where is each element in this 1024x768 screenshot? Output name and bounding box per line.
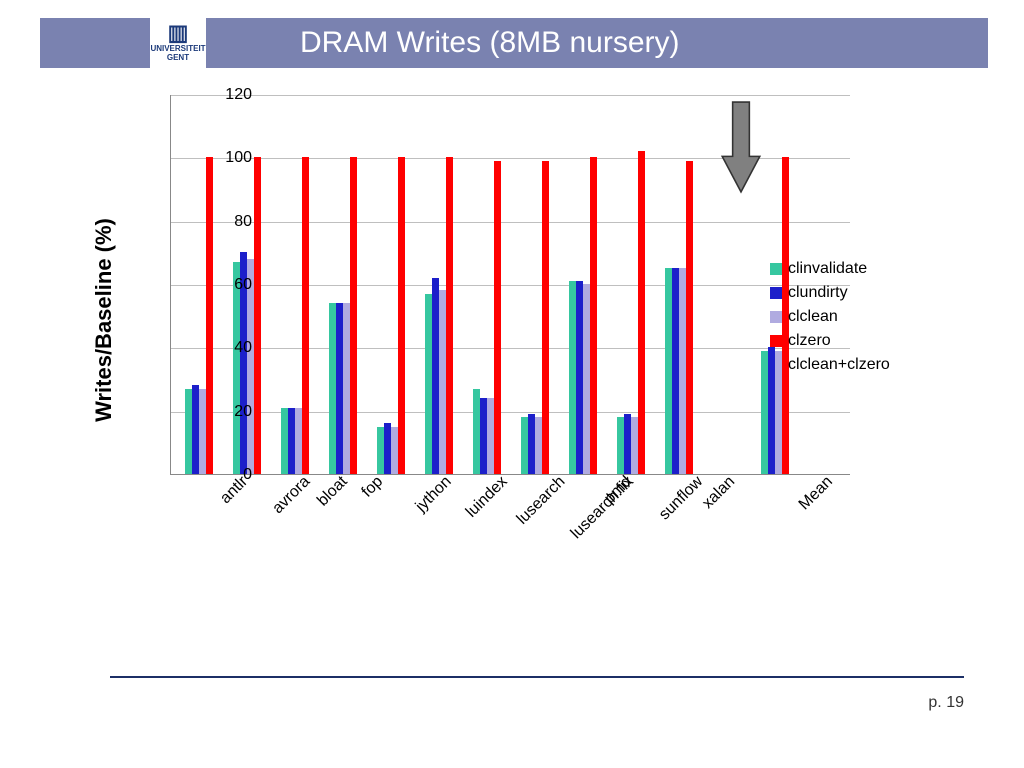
bar-group (329, 157, 357, 474)
bar (432, 278, 439, 474)
bar (569, 281, 576, 474)
bar-group (569, 157, 597, 474)
bar-group (473, 161, 501, 475)
legend-swatch (770, 311, 782, 323)
legend-label: clinvalidate (788, 260, 867, 278)
bar-group (185, 157, 213, 474)
bar (343, 303, 350, 474)
y-tick-label: 20 (202, 403, 252, 421)
bar (446, 157, 453, 474)
slide-title: DRAM Writes (8MB nursery) (300, 26, 679, 60)
bar-group (617, 151, 645, 474)
bar (638, 151, 645, 474)
logo-text-1: UNIVERSITEIT (150, 44, 205, 53)
y-axis-title: Writes/Baseline (%) (91, 218, 117, 422)
x-tick-label: luindex (463, 473, 512, 522)
bar (576, 281, 583, 474)
bar (761, 351, 768, 475)
bar (624, 414, 631, 474)
legend-label: clclean (788, 308, 838, 326)
bar (631, 417, 638, 474)
page-number: p. 19 (928, 694, 964, 712)
bar (281, 408, 288, 475)
legend-label: clclean+clzero (788, 356, 890, 374)
bar (185, 389, 192, 475)
bar (302, 157, 309, 474)
legend-item: clinvalidate (770, 260, 890, 278)
grid-line (171, 95, 850, 96)
bar (329, 303, 336, 474)
x-tick-label: Mean (796, 473, 837, 514)
bar (199, 389, 206, 475)
bar (350, 157, 357, 474)
bar-group (281, 157, 309, 474)
legend-item: clzero (770, 332, 890, 350)
logo-icon: ▥ (168, 22, 189, 44)
grid-line (171, 412, 850, 413)
legend-swatch (770, 335, 782, 347)
bar (192, 385, 199, 474)
bar-group (233, 157, 261, 474)
y-tick-label: 60 (202, 276, 252, 294)
down-arrow-icon (720, 100, 762, 199)
bar-group (521, 161, 549, 475)
x-tick-label: bloat (314, 473, 351, 510)
bar (487, 398, 494, 474)
grid-line (171, 285, 850, 286)
legend-item: clundirty (770, 284, 890, 302)
legend-swatch (770, 287, 782, 299)
bar (425, 294, 432, 475)
bar-group (377, 157, 405, 474)
bar (686, 161, 693, 475)
bar (391, 427, 398, 475)
x-tick-label: lusearch (514, 473, 569, 528)
bar-group (425, 157, 453, 474)
bar (473, 389, 480, 475)
bar (288, 408, 295, 475)
legend-label: clzero (788, 332, 831, 350)
bar (377, 427, 384, 475)
bar (535, 417, 542, 474)
y-tick-label: 100 (202, 149, 252, 167)
bar (528, 414, 535, 474)
legend-swatch (770, 263, 782, 275)
bar (336, 303, 343, 474)
bar-group (665, 161, 693, 475)
bar (583, 284, 590, 474)
university-logo: ▥ UNIVERSITEIT GENT (150, 14, 206, 70)
bar (665, 268, 672, 474)
x-tick-label: xalan (699, 473, 739, 513)
bar (295, 408, 302, 475)
grid-line (171, 348, 850, 349)
x-tick-label: fop (359, 473, 387, 501)
bar (398, 157, 405, 474)
x-tick-label: jython (413, 473, 456, 516)
bar (480, 398, 487, 474)
bar (494, 161, 501, 475)
legend: clinvalidate clundirty clclean clzero clclea… (770, 260, 890, 380)
bar (254, 157, 261, 474)
bar (542, 161, 549, 475)
footer-rule (110, 676, 964, 678)
grid-line (171, 222, 850, 223)
x-tick-label: avrora (269, 473, 314, 518)
bar (521, 417, 528, 474)
bar (590, 157, 597, 474)
y-tick-label: 40 (202, 339, 252, 357)
logo-text-2: GENT (167, 53, 189, 62)
bar (206, 157, 213, 474)
bar (439, 290, 446, 474)
legend-item: clclean (770, 308, 890, 326)
bar (617, 417, 624, 474)
bar (384, 423, 391, 474)
y-tick-label: 80 (202, 213, 252, 231)
title-bar: ▥ UNIVERSITEIT GENT DRAM Writes (8MB nur… (40, 18, 988, 68)
y-tick-label: 120 (202, 86, 252, 104)
legend-item: clclean+clzero (770, 356, 890, 374)
bar (672, 268, 679, 474)
bar (679, 268, 686, 474)
legend-label: clundirty (788, 284, 848, 302)
